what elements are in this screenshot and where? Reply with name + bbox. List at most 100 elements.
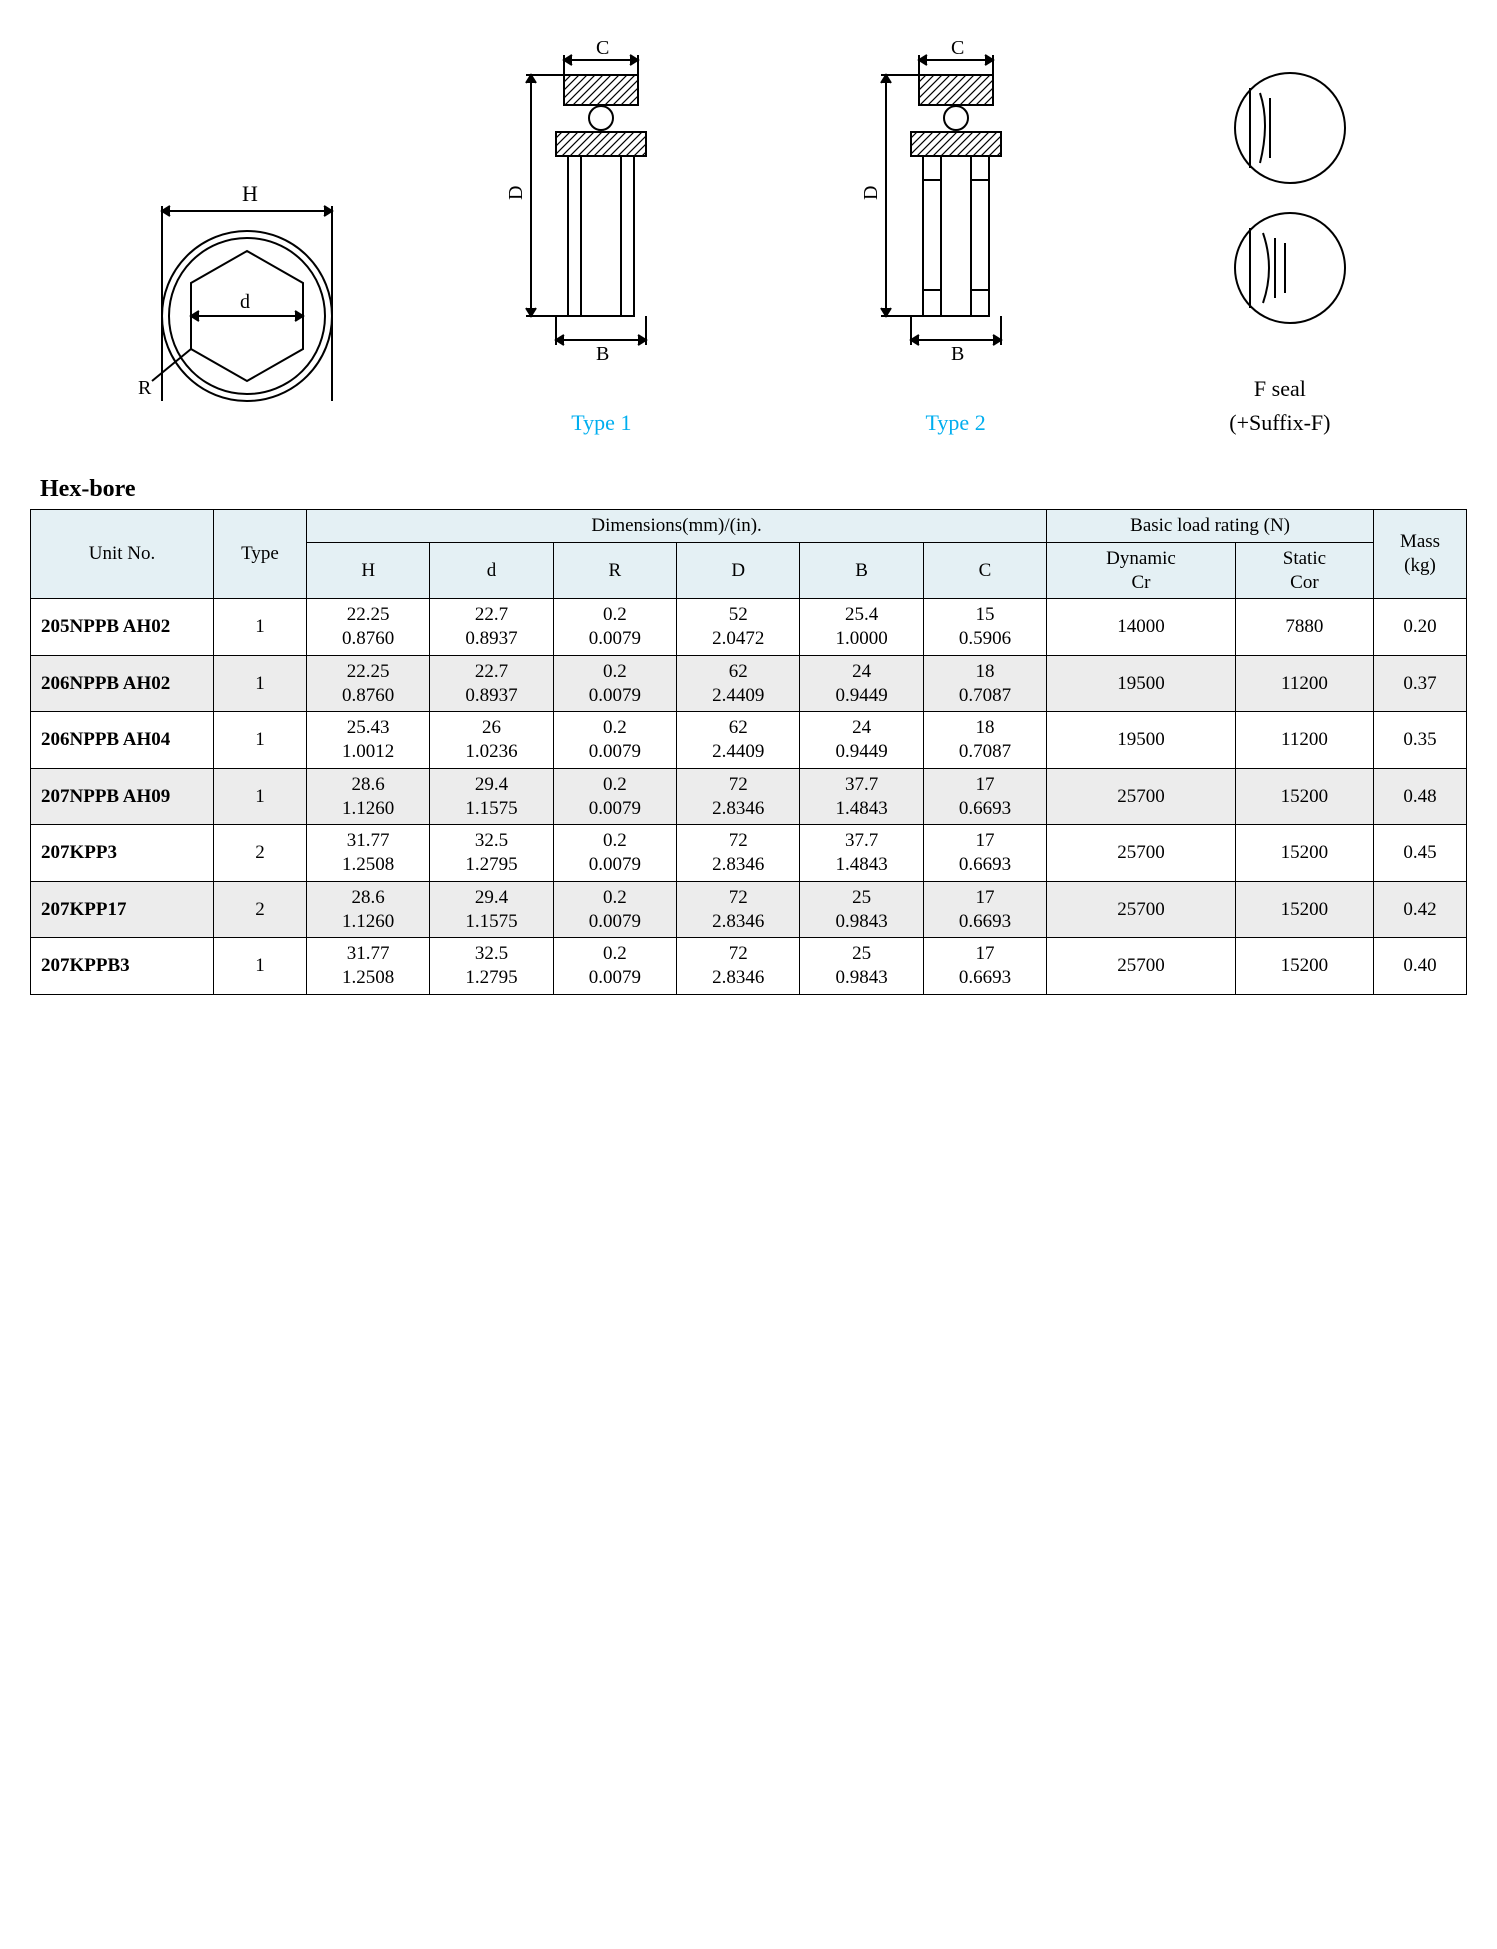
cell-R: 0.2 0.0079: [553, 938, 676, 995]
cell-unit: 206NPPB AH02: [31, 655, 214, 712]
cell-D: 72 2.8346: [677, 768, 800, 825]
cell-cr: 19500: [1047, 712, 1236, 769]
cell-D: 62 2.4409: [677, 655, 800, 712]
diagram-type1: D B C Type 1: [486, 40, 716, 436]
diagram-fseal: F seal (+Suffix-F): [1195, 68, 1365, 436]
type1-label: Type 1: [486, 410, 716, 436]
cell-d: 22.7 0.8937: [430, 599, 553, 656]
cell-mass: 0.42: [1374, 881, 1467, 938]
cell-mass: 0.45: [1374, 825, 1467, 882]
cell-H: 28.6 1.1260: [307, 768, 430, 825]
cell-D: 72 2.8346: [677, 825, 800, 882]
cell-cr: 19500: [1047, 655, 1236, 712]
cell-d: 32.5 1.2795: [430, 825, 553, 882]
cell-unit: 206NPPB AH04: [31, 712, 214, 769]
table-row: 206NPPB AH02122.25 0.876022.7 0.89370.2 …: [31, 655, 1467, 712]
cell-d: 26 1.0236: [430, 712, 553, 769]
table-row: 207NPPB AH09128.6 1.126029.4 1.15750.2 0…: [31, 768, 1467, 825]
cell-R: 0.2 0.0079: [553, 768, 676, 825]
cell-D: 52 2.0472: [677, 599, 800, 656]
cell-B: 24 0.9449: [800, 712, 923, 769]
cell-cr: 14000: [1047, 599, 1236, 656]
cell-R: 0.2 0.0079: [553, 655, 676, 712]
label-C1: C: [596, 40, 609, 59]
cell-R: 0.2 0.0079: [553, 825, 676, 882]
cell-cor: 15200: [1235, 938, 1373, 995]
table-row: 205NPPB AH02122.25 0.876022.7 0.89370.2 …: [31, 599, 1467, 656]
spec-table: Unit No. Type Dimensions(mm)/(in). Basic…: [30, 509, 1467, 995]
cell-cor: 15200: [1235, 881, 1373, 938]
cell-cor: 11200: [1235, 712, 1373, 769]
cell-unit: 207NPPB AH09: [31, 768, 214, 825]
cell-cr: 25700: [1047, 768, 1236, 825]
label-R: R: [138, 377, 152, 399]
cell-C: 15 0.5906: [923, 599, 1046, 656]
cell-type: 2: [214, 881, 307, 938]
th-load: Basic load rating (N): [1047, 510, 1374, 543]
cell-d: 29.4 1.1575: [430, 881, 553, 938]
cell-d: 22.7 0.8937: [430, 655, 553, 712]
cell-B: 25.4 1.0000: [800, 599, 923, 656]
cell-type: 2: [214, 825, 307, 882]
label-H: H: [242, 181, 258, 206]
diagrams-row: H d R: [30, 40, 1467, 436]
diagram-front: H d R: [132, 156, 362, 436]
th-R: R: [553, 542, 676, 599]
cell-B: 25 0.9843: [800, 881, 923, 938]
cell-cr: 25700: [1047, 881, 1236, 938]
th-dynamic: Dynamic Cr: [1047, 542, 1236, 599]
table-row: 207KPP3231.77 1.250832.5 1.27950.2 0.007…: [31, 825, 1467, 882]
th-H: H: [307, 542, 430, 599]
cell-B: 37.7 1.4843: [800, 768, 923, 825]
label-d: d: [240, 291, 250, 313]
th-type: Type: [214, 510, 307, 599]
cell-mass: 0.40: [1374, 938, 1467, 995]
cell-cor: 11200: [1235, 655, 1373, 712]
cell-unit: 207KPP3: [31, 825, 214, 882]
th-C: C: [923, 542, 1046, 599]
table-row: 207KPPB3131.77 1.250832.5 1.27950.2 0.00…: [31, 938, 1467, 995]
cell-cor: 15200: [1235, 768, 1373, 825]
th-D: D: [677, 542, 800, 599]
label-B1: B: [596, 343, 609, 365]
cell-B: 25 0.9843: [800, 938, 923, 995]
cell-cor: 7880: [1235, 599, 1373, 656]
th-d: d: [430, 542, 553, 599]
table-row: 206NPPB AH04125.43 1.001226 1.02360.2 0.…: [31, 712, 1467, 769]
cell-mass: 0.37: [1374, 655, 1467, 712]
th-unit: Unit No.: [31, 510, 214, 599]
cell-R: 0.2 0.0079: [553, 712, 676, 769]
cell-D: 62 2.4409: [677, 712, 800, 769]
cell-cr: 25700: [1047, 938, 1236, 995]
section-title: Hex-bore: [40, 476, 1467, 503]
cell-type: 1: [214, 768, 307, 825]
cell-H: 25.43 1.0012: [307, 712, 430, 769]
cell-mass: 0.35: [1374, 712, 1467, 769]
cell-H: 22.25 0.8760: [307, 655, 430, 712]
label-C2: C: [951, 40, 964, 59]
cell-B: 37.7 1.4843: [800, 825, 923, 882]
cell-B: 24 0.9449: [800, 655, 923, 712]
cell-C: 17 0.6693: [923, 881, 1046, 938]
label-D1: D: [505, 186, 527, 200]
cell-mass: 0.20: [1374, 599, 1467, 656]
cell-D: 72 2.8346: [677, 881, 800, 938]
label-B2: B: [951, 343, 964, 365]
cell-R: 0.2 0.0079: [553, 881, 676, 938]
fseal-label-1: F seal: [1195, 376, 1365, 402]
table-row: 207KPP17228.6 1.126029.4 1.15750.2 0.007…: [31, 881, 1467, 938]
diagram-type2: D B C Type 2: [841, 40, 1071, 436]
cell-unit: 207KPPB3: [31, 938, 214, 995]
cell-type: 1: [214, 599, 307, 656]
fseal-label-2: (+Suffix-F): [1195, 410, 1365, 436]
cell-C: 17 0.6693: [923, 768, 1046, 825]
cell-C: 17 0.6693: [923, 825, 1046, 882]
cell-cr: 25700: [1047, 825, 1236, 882]
th-static: Static Cor: [1235, 542, 1373, 599]
cell-C: 18 0.7087: [923, 712, 1046, 769]
cell-type: 1: [214, 712, 307, 769]
type2-label: Type 2: [841, 410, 1071, 436]
th-dimensions: Dimensions(mm)/(in).: [307, 510, 1047, 543]
cell-mass: 0.48: [1374, 768, 1467, 825]
cell-d: 29.4 1.1575: [430, 768, 553, 825]
